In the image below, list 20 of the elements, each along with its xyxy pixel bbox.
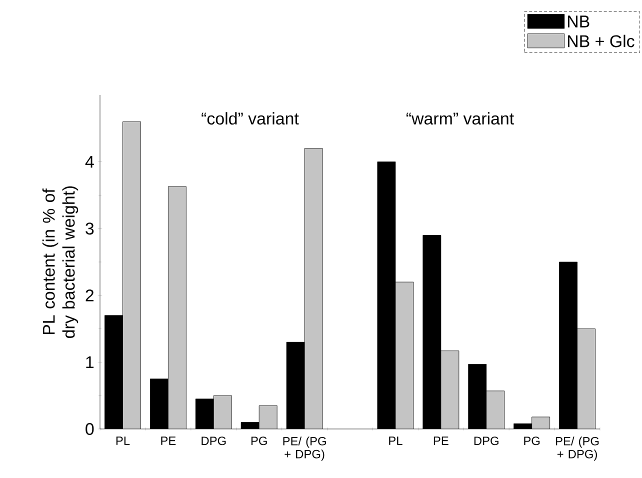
x-tick-label: PE (161, 436, 176, 445)
y-tick-label: 4 (85, 156, 94, 168)
y-tick-label: 0 (86, 422, 94, 435)
x-tick-label: PL (116, 436, 130, 445)
x-tick-label: DPG (202, 436, 226, 446)
x-tick-label: PE (434, 436, 448, 445)
x-tick-label: PE/ (PG + DPG) (283, 436, 326, 461)
annotation: “warm” variant (406, 112, 514, 125)
legend-label: NB (568, 16, 590, 28)
x-tick-label: PE/ (PG + DPG) (556, 436, 599, 461)
y-axis-title: PL content (in % of dry bacterial weight) (42, 186, 78, 338)
y-tick-label: 3 (86, 222, 94, 235)
y-tick-label: 2 (86, 289, 94, 302)
x-tick-label: PG (251, 436, 267, 446)
x-tick-label: PL (389, 436, 402, 445)
y-tick-label: 1 (86, 356, 94, 368)
legend-label: NB + Glc (568, 34, 634, 48)
x-tick-label: PG (524, 436, 540, 446)
annotation: “cold” variant (202, 112, 299, 125)
x-tick-label: DPG (474, 436, 498, 446)
